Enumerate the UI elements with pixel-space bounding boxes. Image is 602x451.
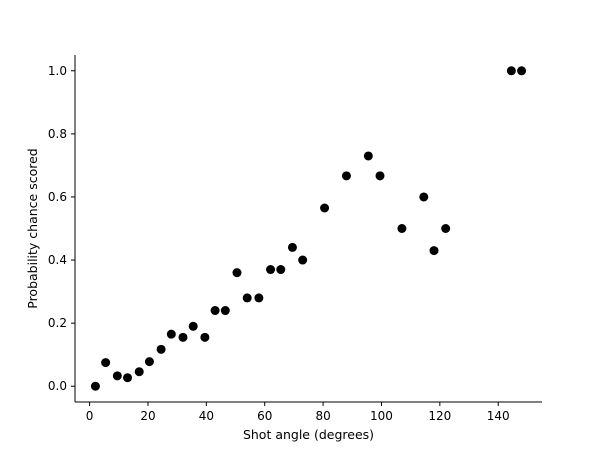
- data-point: [232, 268, 242, 278]
- data-point: [276, 265, 286, 275]
- data-point: [210, 306, 220, 316]
- data-point: [397, 224, 407, 233]
- data-point: [134, 367, 144, 377]
- data-point: [429, 246, 439, 256]
- data-point: [287, 242, 297, 252]
- y-tick-label: 0.4: [48, 253, 67, 267]
- data-point: [363, 151, 373, 161]
- data-point: [156, 344, 166, 354]
- data-point: [341, 171, 351, 181]
- data-point: [375, 171, 385, 181]
- axes: [74, 55, 542, 403]
- x-axis-label: Shot angle (degrees): [243, 427, 374, 442]
- data-point: [419, 192, 429, 202]
- y-axis-label: Probability chance scored: [25, 148, 40, 309]
- data-point: [266, 265, 276, 275]
- data-point: [123, 373, 133, 383]
- x-tick-label: 120: [428, 409, 451, 423]
- data-point: [517, 66, 527, 76]
- y-tick-label: 0.6: [48, 190, 67, 204]
- y-tick-label: 0.2: [48, 316, 67, 330]
- data-point: [90, 381, 100, 391]
- data-point: [144, 357, 154, 367]
- data-point: [101, 358, 111, 368]
- x-tick-label: 60: [257, 409, 272, 423]
- data-point: [242, 293, 252, 303]
- data-point: [166, 329, 176, 339]
- data-points: [90, 66, 527, 391]
- x-tick-label: 0: [86, 409, 94, 423]
- data-point: [254, 293, 264, 303]
- x-tick-label: 100: [370, 409, 393, 423]
- y-ticks: 0.0 0.2 0.4 0.6 0.8 1.0: [48, 64, 75, 393]
- data-point: [320, 203, 330, 213]
- data-point: [112, 371, 122, 381]
- data-point: [441, 224, 451, 233]
- data-point: [188, 321, 198, 331]
- x-tick-label: 40: [199, 409, 214, 423]
- data-point: [298, 255, 308, 265]
- data-point: [200, 332, 210, 342]
- y-tick-label: 0.8: [48, 127, 67, 141]
- x-tick-label: 140: [487, 409, 510, 423]
- data-point: [506, 66, 516, 76]
- data-point: [220, 306, 230, 316]
- data-point: [178, 332, 188, 342]
- x-tick-label: 20: [140, 409, 155, 423]
- y-tick-label: 1.0: [48, 64, 67, 78]
- x-tick-label: 80: [315, 409, 330, 423]
- y-tick-label: 0.0: [48, 379, 67, 393]
- x-ticks: 0 20 40 60 80 100 120 140: [86, 402, 510, 423]
